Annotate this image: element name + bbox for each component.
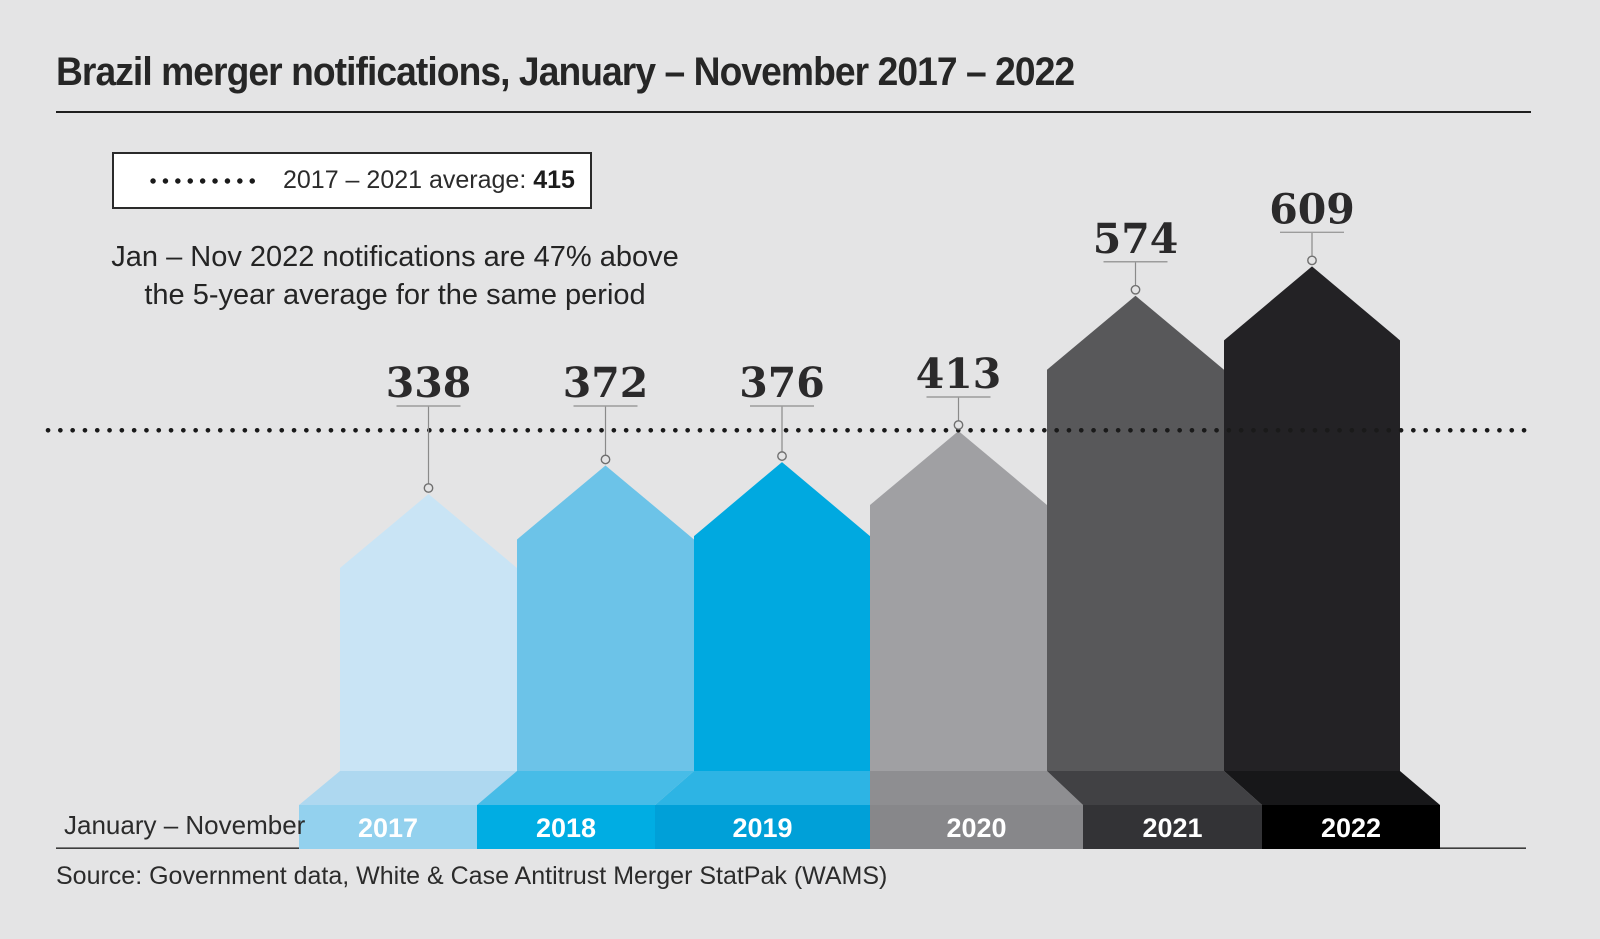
value-label-2019: 376 [739, 359, 825, 407]
apex-marker-2017 [423, 483, 434, 493]
value-label-2020: 413 [916, 350, 1002, 398]
x-axis-label: January – November [64, 810, 306, 840]
value-marker-2017: 338 [386, 359, 472, 493]
value-label-2021: 574 [1093, 215, 1179, 263]
plinth-top-face-2022 [1224, 771, 1440, 805]
apex-marker-2022 [1307, 255, 1317, 266]
bar-body-2019 [694, 462, 870, 771]
year-label-2020: 2020 [946, 813, 1006, 843]
plinth-front-2017 [299, 805, 477, 849]
legend-label: 2017 – 2021 average: 415 [283, 166, 575, 195]
value-marker-2018: 372 [563, 359, 649, 465]
bar-2020: 2020 [870, 431, 1083, 849]
plinth-front-2020 [870, 805, 1083, 849]
plinth-front-2021 [1083, 805, 1262, 849]
apex-marker-2019 [777, 451, 787, 461]
value-label-2018: 372 [563, 359, 649, 407]
bar-2021: 2021 [1047, 295, 1262, 849]
source-note: Source: Government data, White & Case An… [56, 862, 888, 890]
bar-body-2018 [517, 465, 694, 771]
plinth-top-face-2018 [477, 771, 694, 805]
bar-body-2022 [1224, 266, 1400, 771]
bar-body-2021 [1047, 295, 1224, 771]
bar-body-2017 [340, 494, 517, 771]
value-label-2022: 609 [1269, 185, 1355, 233]
value-marker-2022: 609 [1269, 185, 1355, 266]
legend-average-box: 2017 – 2021 average: 415 [112, 152, 592, 209]
page-title: Brazil merger notifications, January – N… [56, 50, 1075, 94]
bar-2019: 2019 [655, 462, 870, 849]
bar-2017: 2017 [299, 494, 517, 849]
bar-2022: 2022 [1224, 266, 1440, 849]
annotation-callout: Jan – Nov 2022 notifications are 47% abo… [60, 238, 730, 314]
annotation-line-1: Jan – Nov 2022 notifications are 47% abo… [111, 241, 679, 273]
plinth-front-2022 [1262, 805, 1440, 849]
year-label-2017: 2017 [358, 813, 418, 843]
value-marker-2021: 574 [1093, 215, 1179, 295]
title-divider [56, 111, 1531, 113]
legend-label-text: 2017 – 2021 average: [283, 166, 527, 194]
year-label-2018: 2018 [536, 813, 596, 843]
plinth-top-face-2020 [870, 771, 1083, 805]
plinth-top-face-2017 [299, 771, 517, 805]
plinth-front-2018 [477, 805, 655, 849]
bar-2018: 2018 [477, 465, 694, 849]
annotation-line-2: the 5-year average for the same period [144, 279, 646, 311]
value-marker-2019: 376 [739, 359, 825, 461]
plinth-top-face-2021 [1047, 771, 1262, 805]
plinth-front-2019 [655, 805, 870, 849]
apex-marker-2018 [600, 454, 611, 465]
year-label-2021: 2021 [1142, 813, 1202, 843]
year-label-2022: 2022 [1321, 813, 1381, 843]
value-marker-2020: 413 [916, 350, 1002, 430]
year-label-2019: 2019 [732, 813, 792, 843]
plinth-top-face-2019 [655, 771, 870, 805]
apex-marker-2021 [1130, 284, 1141, 295]
legend-average-value: 415 [533, 166, 575, 194]
value-label-2017: 338 [386, 359, 472, 407]
bar-body-2020 [870, 431, 1047, 771]
apex-marker-2020 [953, 420, 964, 430]
